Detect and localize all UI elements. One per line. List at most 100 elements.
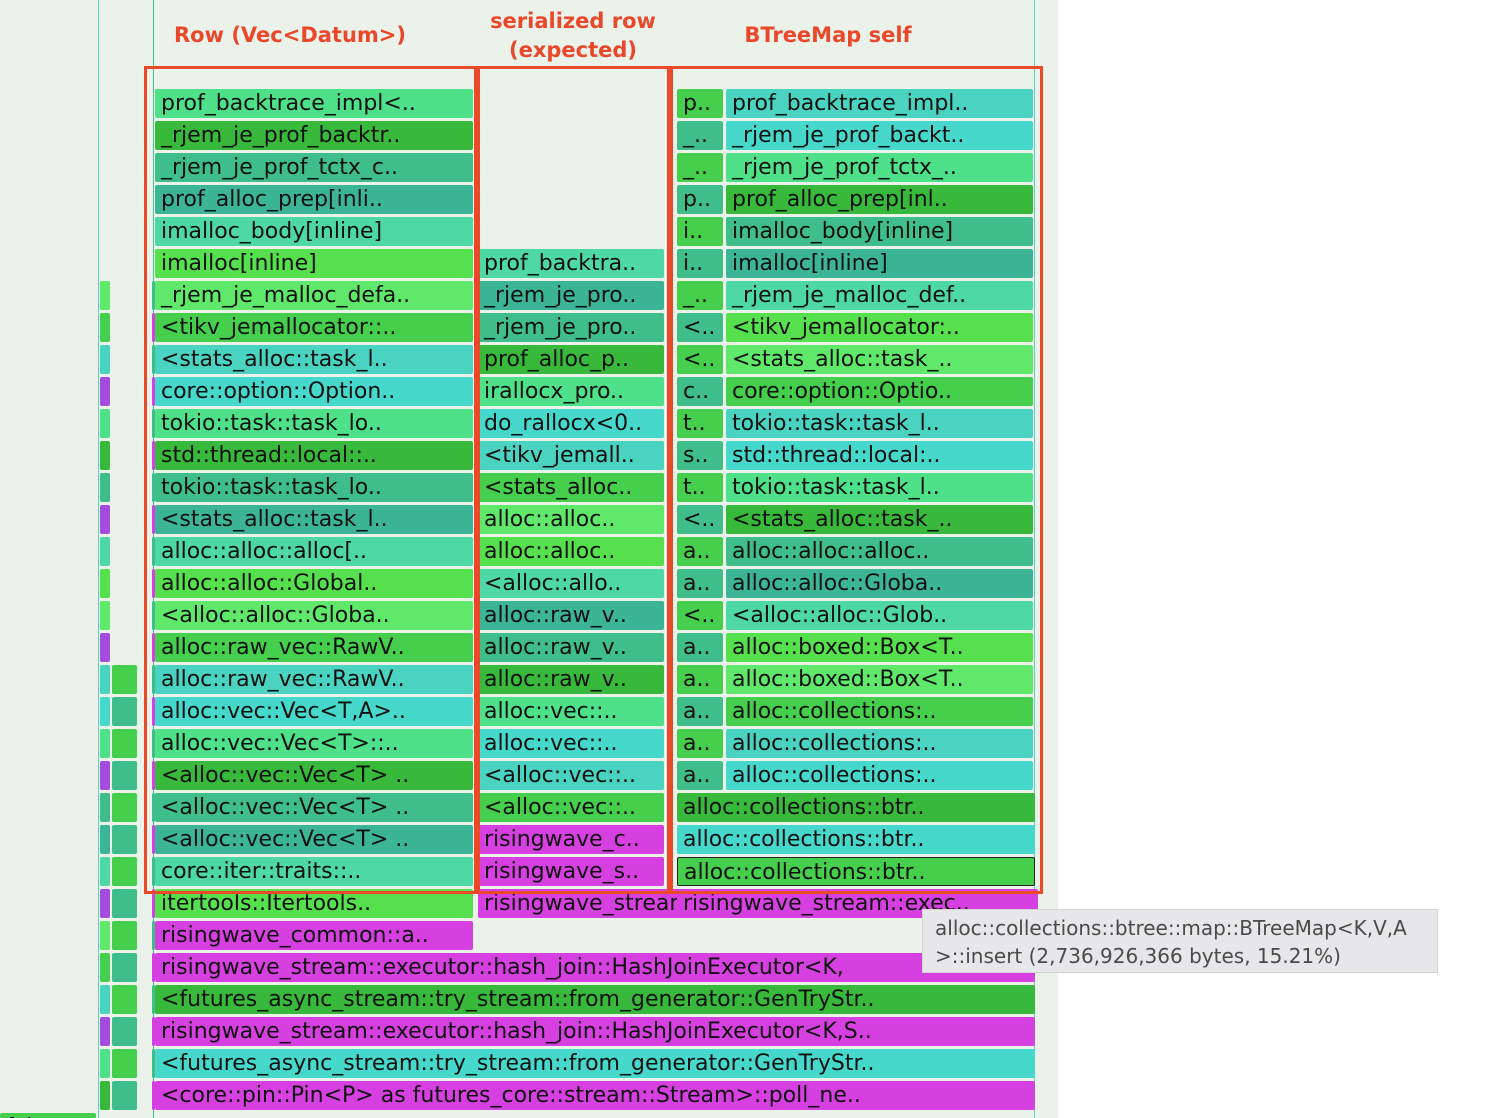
- stack-sliver-thin[interactable]: [152, 409, 155, 438]
- frame-row-column[interactable]: alloc::raw_vec::RawV..: [155, 665, 473, 694]
- frame-row-column[interactable]: <alloc::vec::Vec<T> ..: [155, 761, 473, 790]
- frame-row-column[interactable]: tokio::task::task_lo..: [155, 409, 473, 438]
- stack-sliver[interactable]: [100, 569, 110, 598]
- frame-row-column[interactable]: <alloc::vec::Vec<T> ..: [155, 793, 473, 822]
- frame-btree-narrow[interactable]: a..: [677, 537, 723, 566]
- stack-sliver[interactable]: [100, 985, 110, 1014]
- frame-edge-fragment[interactable]: f..l..: [0, 1113, 96, 1118]
- frame-btree-narrow[interactable]: p..: [677, 185, 723, 214]
- frame-btree-narrow[interactable]: a..: [677, 633, 723, 662]
- stack-sliver-thin[interactable]: [152, 601, 155, 630]
- frame-bottom[interactable]: risingwave_stream::executor::hash_join::…: [155, 953, 1035, 982]
- frame-row-column[interactable]: <alloc::alloc::Globa..: [155, 601, 473, 630]
- frame-serialized-column[interactable]: prof_backtra..: [478, 249, 664, 278]
- stack-sliver[interactable]: [100, 1049, 110, 1078]
- frame-serialized-column[interactable]: irallocx_pro..: [478, 377, 664, 406]
- frame-btree-narrow[interactable]: _..: [677, 121, 723, 150]
- frame-serialized-column[interactable]: <alloc::allo..: [478, 569, 664, 598]
- frame-row-column[interactable]: <stats_alloc::task_l..: [155, 505, 473, 534]
- stack-sliver-wide[interactable]: [112, 761, 137, 790]
- stack-sliver[interactable]: [100, 537, 110, 566]
- stack-sliver-thin[interactable]: [152, 377, 155, 406]
- stack-sliver-wide[interactable]: [112, 1017, 137, 1046]
- stack-sliver[interactable]: [100, 409, 110, 438]
- frame-btree-narrow[interactable]: t..: [677, 473, 723, 502]
- stack-sliver-thin[interactable]: [152, 729, 155, 758]
- stack-sliver[interactable]: [100, 377, 110, 406]
- frame-btree-wide[interactable]: tokio::task::task_l..: [726, 409, 1033, 438]
- stack-sliver-thin[interactable]: [152, 889, 155, 918]
- frame-serialized-column[interactable]: prof_alloc_p..: [478, 345, 664, 374]
- frame-bottom[interactable]: <futures_async_stream::try_stream::from_…: [155, 985, 1035, 1014]
- stack-sliver-thin[interactable]: [152, 633, 155, 662]
- frame-serialized-column[interactable]: alloc::raw_v..: [478, 601, 664, 630]
- frame-btree-wide[interactable]: alloc::collections:..: [726, 729, 1033, 758]
- stack-sliver[interactable]: [100, 441, 110, 470]
- frame-btree-narrow[interactable]: _..: [677, 153, 723, 182]
- frame-row-column[interactable]: core::option::Option..: [155, 377, 473, 406]
- stack-sliver-thin[interactable]: [152, 473, 155, 502]
- stack-sliver[interactable]: [100, 953, 110, 982]
- frame-btree-insert-selected[interactable]: alloc::collections::btr..: [677, 857, 1035, 886]
- stack-sliver-wide[interactable]: [112, 793, 137, 822]
- stack-sliver[interactable]: [100, 825, 110, 854]
- stack-sliver-thin[interactable]: [152, 1049, 155, 1078]
- frame-serialized-column[interactable]: _rjem_je_pro..: [478, 281, 664, 310]
- stack-sliver-wide[interactable]: [112, 953, 137, 982]
- stack-sliver-thin[interactable]: [152, 313, 155, 342]
- frame-row-column[interactable]: std::thread::local::..: [155, 441, 473, 470]
- stack-sliver-wide[interactable]: [112, 825, 137, 854]
- frame-btree-wide[interactable]: <alloc::alloc::Glob..: [726, 601, 1033, 630]
- frame-serialized-column[interactable]: alloc::alloc..: [478, 505, 664, 534]
- stack-sliver[interactable]: [100, 889, 110, 918]
- frame-btree-wide[interactable]: std::thread::local:..: [726, 441, 1033, 470]
- stack-sliver-wide[interactable]: [112, 857, 137, 886]
- stack-sliver-thin[interactable]: [152, 345, 155, 374]
- frame-serialized-column[interactable]: <tikv_jemall..: [478, 441, 664, 470]
- stack-sliver-thin[interactable]: [152, 281, 155, 310]
- frame-row-column[interactable]: core::iter::traits::..: [155, 857, 473, 886]
- frame-row-column[interactable]: alloc::raw_vec::RawV..: [155, 633, 473, 662]
- frame-btree-wide[interactable]: alloc::alloc::alloc..: [726, 537, 1033, 566]
- frame-btree-wide[interactable]: alloc::alloc::Globa..: [726, 569, 1033, 598]
- stack-sliver[interactable]: [100, 697, 110, 726]
- frame-btree-wide[interactable]: <stats_alloc::task_..: [726, 505, 1033, 534]
- frame-serialized-column[interactable]: alloc::raw_v..: [478, 665, 664, 694]
- stack-sliver-wide[interactable]: [112, 665, 137, 694]
- stack-sliver[interactable]: [100, 505, 110, 534]
- frame-bottom[interactable]: risingwave_stream::executor::hash_join::…: [155, 1017, 1035, 1046]
- frame-btree-full[interactable]: alloc::collections::btr..: [677, 793, 1035, 822]
- frame-btree-narrow[interactable]: a..: [677, 729, 723, 758]
- frame-btree-wide[interactable]: alloc::boxed::Box<T..: [726, 665, 1033, 694]
- stack-sliver[interactable]: [100, 313, 110, 342]
- frame-btree-wide[interactable]: _rjem_je_malloc_def..: [726, 281, 1033, 310]
- frame-btree-narrow[interactable]: s..: [677, 441, 723, 470]
- stack-sliver-thin[interactable]: [152, 761, 155, 790]
- frame-btree-narrow[interactable]: i..: [677, 217, 723, 246]
- frame-row-column[interactable]: imalloc[inline]: [155, 249, 473, 278]
- stack-sliver-wide[interactable]: [112, 1049, 137, 1078]
- frame-serialized-column[interactable]: alloc::raw_v..: [478, 633, 664, 662]
- frame-serialized-column[interactable]: risingwave_s..: [478, 857, 664, 886]
- frame-btree-narrow[interactable]: a..: [677, 569, 723, 598]
- frame-row-column[interactable]: alloc::vec::Vec<T>::..: [155, 729, 473, 758]
- frame-row-column[interactable]: prof_backtrace_impl<..: [155, 89, 473, 118]
- stack-sliver-thin[interactable]: [152, 793, 155, 822]
- frame-btree-narrow[interactable]: a..: [677, 761, 723, 790]
- frame-btree-narrow[interactable]: <..: [677, 505, 723, 534]
- frame-row-column[interactable]: _rjem_je_prof_backtr..: [155, 121, 473, 150]
- stack-sliver-wide[interactable]: [112, 1081, 137, 1110]
- frame-serialized-column[interactable]: alloc::vec::..: [478, 729, 664, 758]
- frame-btree-narrow[interactable]: p..: [677, 89, 723, 118]
- stack-sliver-wide[interactable]: [112, 729, 137, 758]
- stack-sliver[interactable]: [100, 1017, 110, 1046]
- stack-sliver-thin[interactable]: [152, 825, 155, 854]
- stack-sliver-thin[interactable]: [152, 1017, 155, 1046]
- frame-btree-wide[interactable]: tokio::task::task_l..: [726, 473, 1033, 502]
- frame-serialized-column[interactable]: alloc::alloc..: [478, 537, 664, 566]
- frame-row-column[interactable]: imalloc_body[inline]: [155, 217, 473, 246]
- frame-btree-wide[interactable]: <tikv_jemallocator:..: [726, 313, 1033, 342]
- stack-sliver-thin[interactable]: [152, 441, 155, 470]
- frame-serialized-column[interactable]: risingwave_c..: [478, 825, 664, 854]
- stack-sliver-wide[interactable]: [112, 921, 137, 950]
